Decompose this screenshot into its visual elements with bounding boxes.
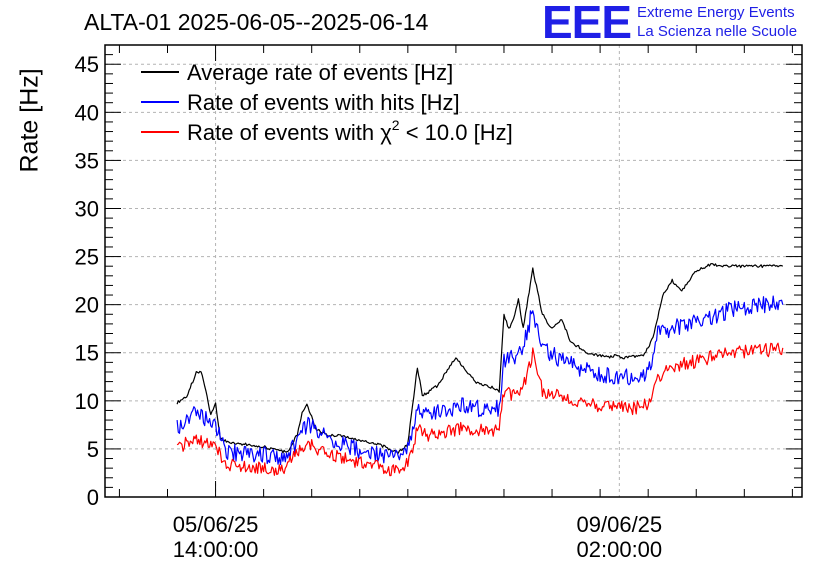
x-tick-label-date: 09/06/25 (577, 512, 663, 537)
x-tick-label-time: 14:00:00 (173, 537, 259, 562)
legend-entry: Rate of events with hits [Hz] (187, 90, 460, 115)
y-tick-label: 30 (75, 196, 99, 221)
x-tick-label-time: 02:00:00 (577, 537, 663, 562)
logo-line-1: Extreme Energy Events (637, 4, 795, 21)
plot-frame (104, 44, 803, 498)
y-tick-label: 35 (75, 148, 99, 173)
legend-entry: Average rate of events [Hz] (187, 60, 453, 85)
series-line (176, 342, 784, 477)
x-tick-label-date: 05/06/25 (173, 512, 259, 537)
eee-logo-text: Extreme Energy Events La Scienza nelle S… (637, 3, 797, 41)
eee-logo-mark: EEE (542, 0, 632, 48)
y-tick-label: 0 (87, 485, 99, 510)
y-tick-label: 15 (75, 341, 99, 366)
legend-entry: Rate of events with χ2 < 10.0 [Hz] (187, 117, 513, 145)
y-tick-label: 5 (87, 437, 99, 462)
y-tick-label: 20 (75, 293, 99, 318)
chart-title: ALTA-01 2025-06-05--2025-06-14 (84, 9, 429, 35)
y-tick-label: 45 (75, 52, 99, 77)
y-tick-label: 25 (75, 245, 99, 270)
logo-line-2: La Scienza nelle Scuole (637, 23, 798, 40)
eee-logo: EEE Extreme Energy Events La Scienza nel… (542, 0, 797, 48)
series-line (176, 295, 784, 466)
y-tick-label: 40 (75, 100, 99, 125)
y-tick-label: 10 (75, 389, 99, 414)
series-line (176, 263, 784, 454)
